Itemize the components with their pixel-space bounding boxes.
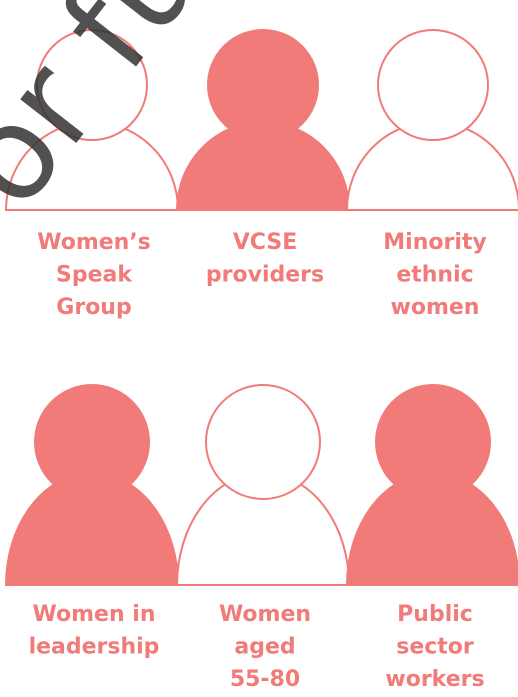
group-label: VCSE (233, 230, 297, 255)
person-head (207, 29, 319, 141)
group-label: women (391, 295, 480, 320)
group-label: Women’s (37, 230, 151, 255)
person-head (34, 384, 150, 500)
group-label: leadership (29, 635, 160, 660)
person-head (205, 384, 321, 500)
group-label: workers (385, 667, 484, 692)
group-label: Women (219, 602, 311, 627)
group-label: Women in (33, 602, 156, 627)
group-label: 55-80 (230, 667, 300, 692)
group-label: Minority (383, 230, 486, 255)
group-label: aged (234, 635, 295, 660)
group-label: sector (396, 635, 474, 660)
person-head (375, 384, 491, 500)
icons: Women’s Speak Group VCSE providers Minority et… (4, 29, 518, 692)
group-label: Public (397, 602, 473, 627)
group-label: providers (206, 263, 324, 288)
group-label: Group (56, 295, 131, 320)
group-label: Speak (56, 263, 133, 288)
group-label: ethnic (396, 263, 473, 288)
person-head (36, 29, 148, 141)
person-head (377, 29, 489, 141)
